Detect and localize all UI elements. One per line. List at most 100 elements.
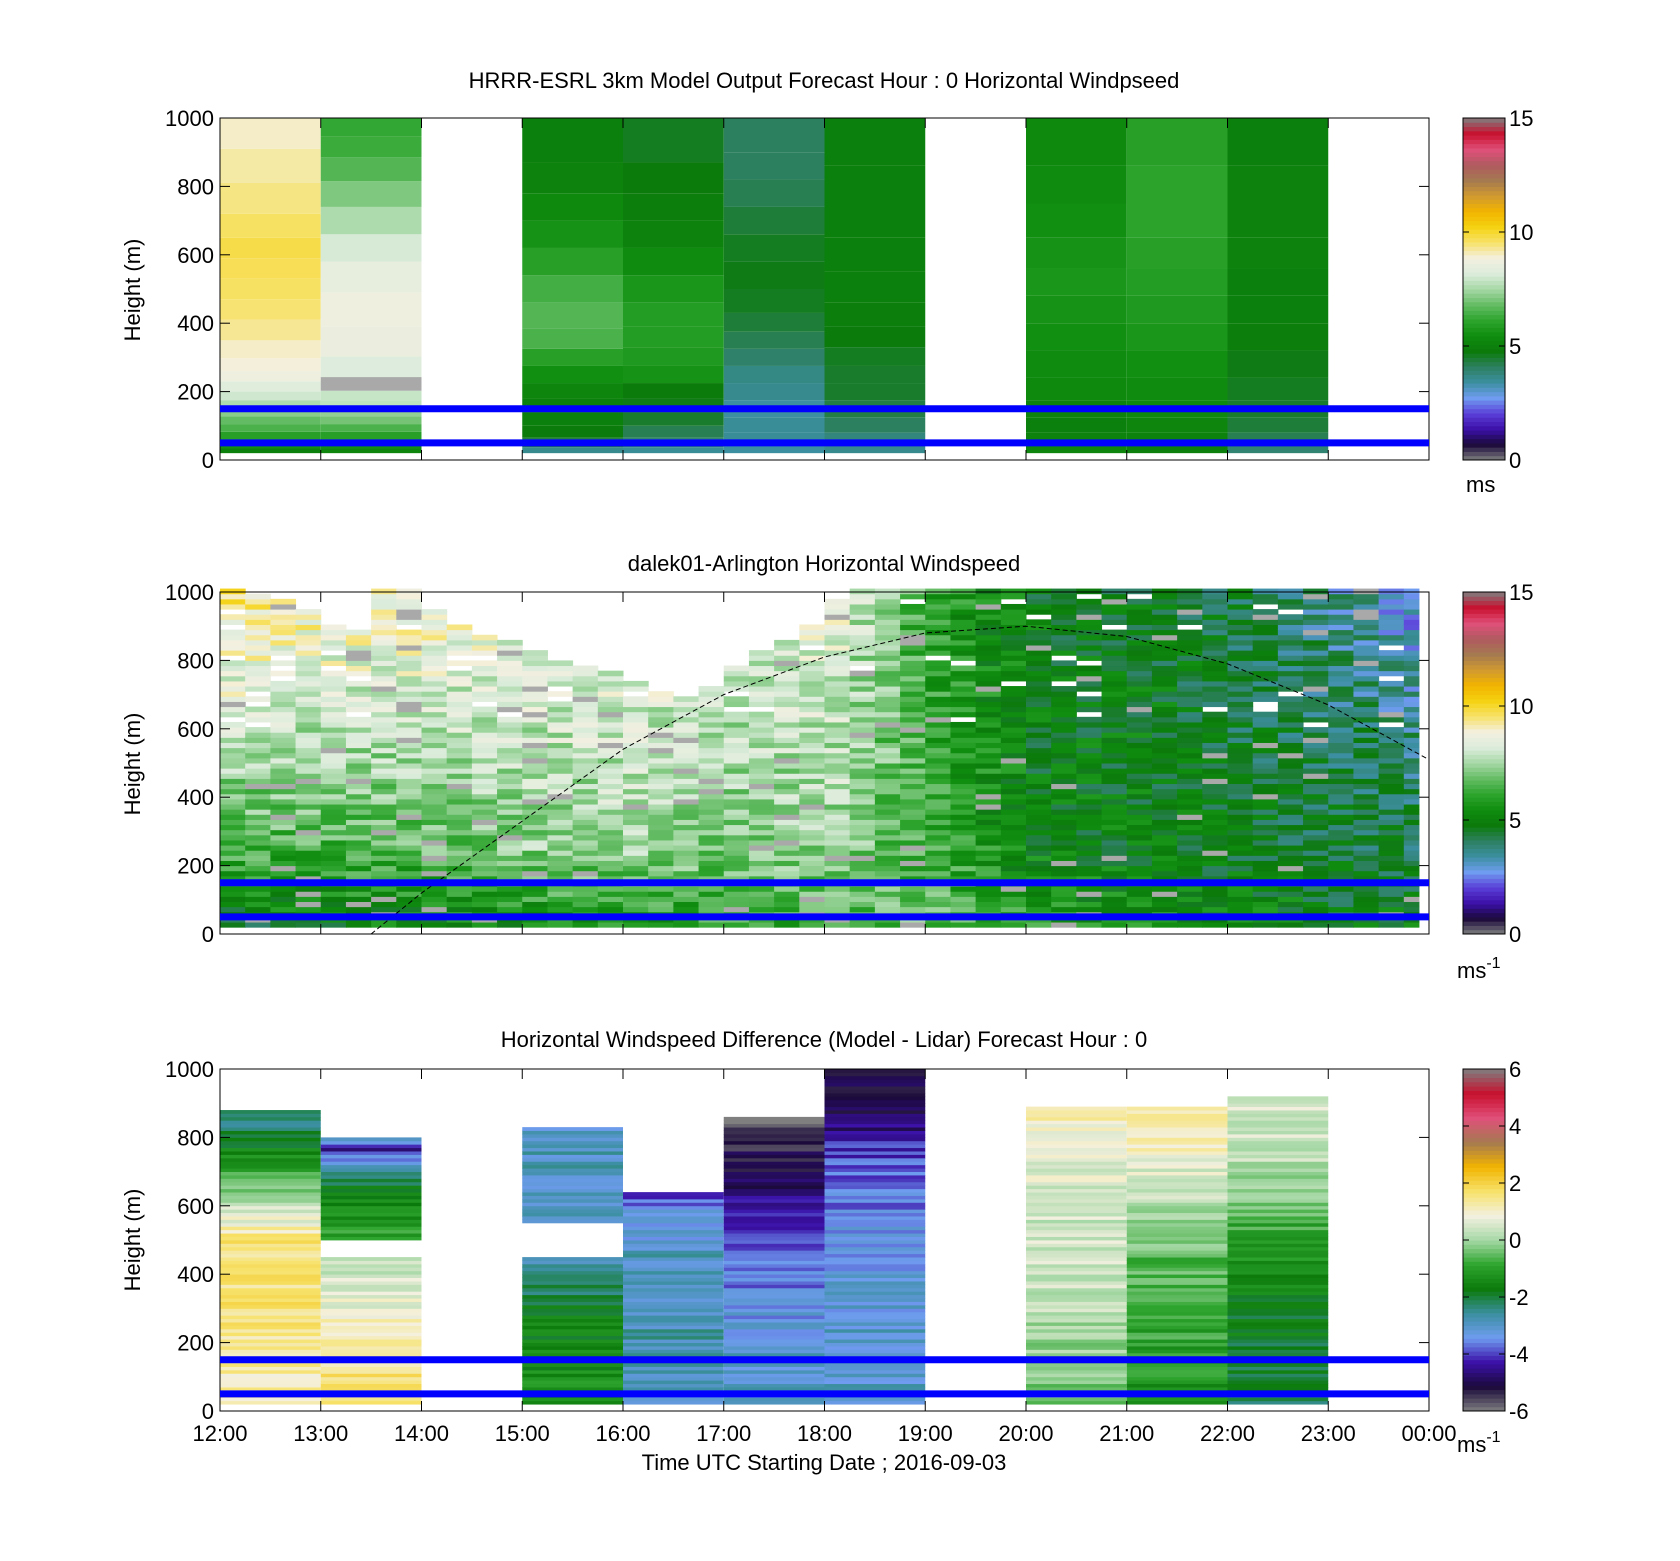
heatmap-cell <box>1403 727 1420 733</box>
heatmap-cell <box>572 737 599 743</box>
heatmap-cell <box>1277 614 1304 620</box>
colorbar-segment <box>1463 733 1505 738</box>
heatmap-cell <box>723 922 750 928</box>
heatmap-cell <box>1277 598 1304 605</box>
heatmap-cell <box>849 603 876 610</box>
heatmap-cell <box>572 706 599 713</box>
heatmap-cell <box>497 834 523 841</box>
heatmap-cell <box>446 809 473 815</box>
heatmap-cell <box>1126 865 1153 872</box>
heatmap-cell <box>623 1294 724 1299</box>
heatmap-cell <box>1328 747 1354 754</box>
heatmap-cell <box>1126 1253 1228 1258</box>
heatmap-cell <box>849 609 876 615</box>
colorbar-segment <box>1463 135 1505 140</box>
heatmap-cell <box>900 691 926 697</box>
heatmap-cell <box>698 711 725 718</box>
heatmap-cell <box>824 1202 926 1207</box>
heatmap-cell <box>849 793 876 800</box>
heatmap-cell <box>1126 1274 1228 1279</box>
heatmap-cell <box>723 896 750 903</box>
heatmap-cell <box>547 742 574 749</box>
heatmap-cell <box>874 793 901 800</box>
heatmap-cell <box>1126 1137 1228 1142</box>
heatmap-cell <box>597 814 624 820</box>
heatmap-cell <box>623 716 649 723</box>
heatmap-cell <box>975 793 1002 800</box>
heatmap-cell <box>522 1209 623 1214</box>
heatmap-cell <box>1126 165 1228 204</box>
heatmap-cell <box>1227 1106 1329 1111</box>
heatmap-cell <box>1353 645 1380 651</box>
heatmap-cell <box>1252 752 1279 759</box>
heatmap-cell <box>874 901 901 908</box>
heatmap-cell <box>723 1243 825 1248</box>
heatmap-cell <box>900 721 926 728</box>
colorbar-segment <box>1463 912 1505 918</box>
colorbar-segment <box>1463 647 1505 653</box>
heatmap-cell <box>471 865 498 872</box>
heatmap-cell <box>1202 783 1228 790</box>
y-tick-label: 600 <box>177 717 214 742</box>
panel-title: Horizontal Windspeed Difference (Model -… <box>501 1027 1147 1052</box>
heatmap-cell <box>824 237 926 272</box>
heatmap-cell <box>1328 614 1354 620</box>
heatmap-cell <box>1126 906 1153 913</box>
heatmap-cell <box>1328 655 1354 661</box>
heatmap-cell <box>900 870 926 877</box>
heatmap-cell <box>396 660 422 667</box>
heatmap-cell <box>1026 1202 1127 1207</box>
heatmap-cell <box>1227 711 1254 718</box>
heatmap-cell <box>270 603 297 610</box>
heatmap-cell <box>1277 865 1304 872</box>
heatmap-cell <box>220 603 246 610</box>
heatmap-cell <box>824 1209 926 1214</box>
heatmap-cell <box>874 850 901 856</box>
heatmap-cell <box>220 1233 321 1237</box>
heatmap-cell <box>849 757 876 764</box>
colorbar-segment <box>1463 1240 1505 1245</box>
heatmap-cell <box>1151 906 1178 913</box>
heatmap-cell <box>320 742 347 749</box>
heatmap-cell <box>245 680 271 687</box>
heatmap-cell <box>925 763 951 769</box>
heatmap-cell <box>1126 757 1153 764</box>
heatmap-cell <box>748 809 775 815</box>
heatmap-cell <box>1126 1151 1228 1155</box>
heatmap-cell <box>1303 778 1329 785</box>
heatmap-cell <box>623 1335 724 1340</box>
heatmap-cell <box>1252 809 1279 815</box>
heatmap-cell <box>522 1188 623 1193</box>
heatmap-cell <box>849 614 876 620</box>
heatmap-cell <box>774 860 800 867</box>
heatmap-cell <box>1328 598 1354 605</box>
heatmap-cell <box>421 870 448 877</box>
heatmap-cell <box>723 1342 825 1347</box>
heatmap-cell <box>950 875 977 882</box>
heatmap-cell <box>824 686 851 692</box>
heatmap-cell <box>1000 763 1027 769</box>
heatmap-cell <box>623 1192 724 1196</box>
heatmap-cell <box>295 686 322 692</box>
heatmap-cell <box>698 706 725 713</box>
heatmap-cell <box>1227 1202 1329 1207</box>
heatmap-cell <box>824 1284 926 1289</box>
heatmap-cell <box>723 747 750 754</box>
colorbar-segment <box>1463 822 1505 828</box>
heatmap-cell <box>220 721 246 728</box>
heatmap-cell <box>547 773 574 779</box>
heatmap-cell <box>975 686 1002 692</box>
heatmap-cell <box>900 624 926 631</box>
colorbar-segment <box>1463 728 1505 734</box>
heatmap-cell <box>799 737 825 743</box>
heatmap-cell <box>522 783 548 790</box>
heatmap-cell <box>1151 788 1178 795</box>
heatmap-cell <box>799 824 825 831</box>
heatmap-cell <box>1227 1387 1329 1391</box>
heatmap-cell <box>748 855 775 861</box>
heatmap-cell <box>1303 593 1329 600</box>
heatmap-cell <box>723 1257 825 1261</box>
colorbar-segment <box>1463 203 1505 209</box>
heatmap-cell <box>1403 850 1420 856</box>
heatmap-cell <box>1227 1209 1329 1214</box>
